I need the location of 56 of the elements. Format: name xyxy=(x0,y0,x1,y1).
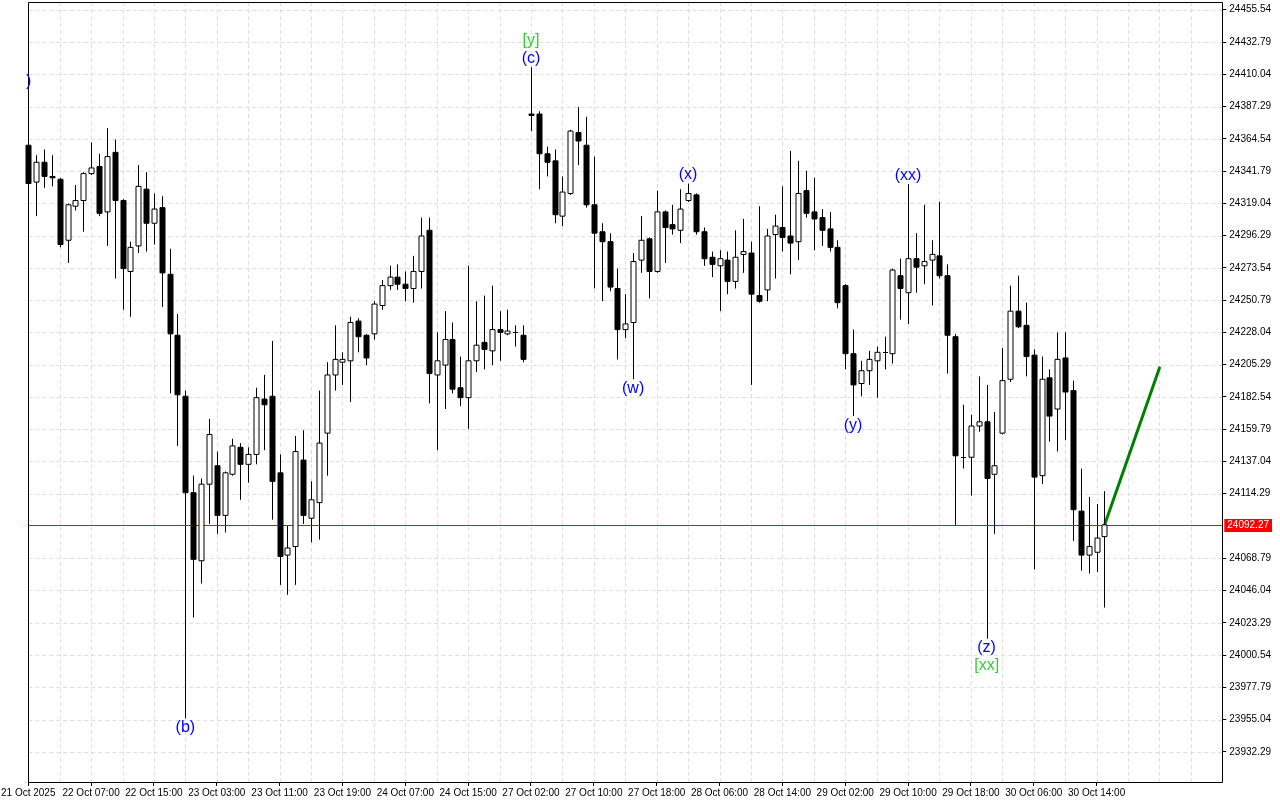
y-tick-label: 24364.54 xyxy=(1229,132,1272,144)
x-tick-label: 27 Oct 10:00 xyxy=(565,786,623,798)
x-tick-label: 24 Oct 15:00 xyxy=(439,786,498,798)
annotation: (y) xyxy=(843,415,863,433)
y-tick-label: 24455.54 xyxy=(1229,3,1272,15)
y-tick-label: 24000.54 xyxy=(1229,648,1272,660)
y-tick-label: 23932.29 xyxy=(1229,745,1272,757)
y-tick-label: 24296.29 xyxy=(1229,229,1272,241)
x-tick-label: 24 Oct 07:00 xyxy=(376,786,435,798)
y-tick-label: 24114.29 xyxy=(1229,487,1271,499)
x-tick-label: 27 Oct 02:00 xyxy=(502,786,561,798)
y-tick-label: 24273.54 xyxy=(1229,261,1272,273)
y-tick-label: 24341.79 xyxy=(1229,164,1272,176)
x-tick-label: 29 Oct 02:00 xyxy=(816,786,875,798)
x-tick-label: 30 Oct 14:00 xyxy=(1067,786,1126,798)
x-tick-label: 29 Oct 10:00 xyxy=(879,786,938,798)
annotation: (xx) xyxy=(894,165,922,183)
candlestick xyxy=(512,324,519,348)
y-tick-label: 24023.29 xyxy=(1229,616,1272,628)
candlestick xyxy=(1101,490,1108,609)
candlestick xyxy=(960,404,967,470)
y-tick-label: 24410.04 xyxy=(1229,68,1272,80)
x-tick-label: 28 Oct 14:00 xyxy=(753,786,812,798)
x-tick-label: 27 Oct 18:00 xyxy=(628,786,686,798)
x-tick-label: 21 Oct 2025 xyxy=(1,786,56,798)
candlestick xyxy=(756,205,763,304)
y-tick-label: 23955.04 xyxy=(1229,713,1272,725)
y-tick-label: 24068.79 xyxy=(1229,551,1272,563)
x-tick-label: 22 Oct 07:00 xyxy=(62,786,121,798)
y-tick-label: 24046.04 xyxy=(1229,584,1272,596)
y-tick-label: 24205.29 xyxy=(1229,358,1272,370)
y-tick-label: 24250.79 xyxy=(1229,293,1272,305)
annotation: (c) xyxy=(521,48,541,66)
x-tick-label: 23 Oct 11:00 xyxy=(251,786,309,798)
x-tick-label: 28 Oct 06:00 xyxy=(690,786,749,798)
x-tick-label: 23 Oct 03:00 xyxy=(188,786,246,798)
annotation: (b) xyxy=(175,717,196,735)
x-tick-label: 29 Oct 18:00 xyxy=(942,786,1000,798)
y-tick-label: 24159.79 xyxy=(1229,422,1272,434)
annotation: (w) xyxy=(622,378,645,396)
y-tick-label: 23977.79 xyxy=(1229,681,1272,693)
annotation: ) xyxy=(25,72,32,90)
y-tick-label: 24182.54 xyxy=(1229,390,1272,402)
ref-line-label: 24092.27 xyxy=(1227,519,1270,531)
x-tick-label: 23 Oct 19:00 xyxy=(313,786,372,798)
y-tick-label: 24387.29 xyxy=(1229,100,1272,112)
annotation: (x) xyxy=(678,164,698,182)
x-tick-label: 30 Oct 06:00 xyxy=(1005,786,1063,798)
y-tick-label: 24319.04 xyxy=(1229,197,1272,209)
x-tick-label: 22 Oct 15:00 xyxy=(125,786,183,798)
y-tick-label: 24228.04 xyxy=(1229,326,1272,338)
annotation: (z) xyxy=(977,638,996,656)
annotation: [xx] xyxy=(974,656,1000,674)
annotation: [y] xyxy=(522,30,540,48)
y-tick-label: 24432.79 xyxy=(1229,35,1272,47)
y-tick-label: 24137.04 xyxy=(1229,455,1272,467)
